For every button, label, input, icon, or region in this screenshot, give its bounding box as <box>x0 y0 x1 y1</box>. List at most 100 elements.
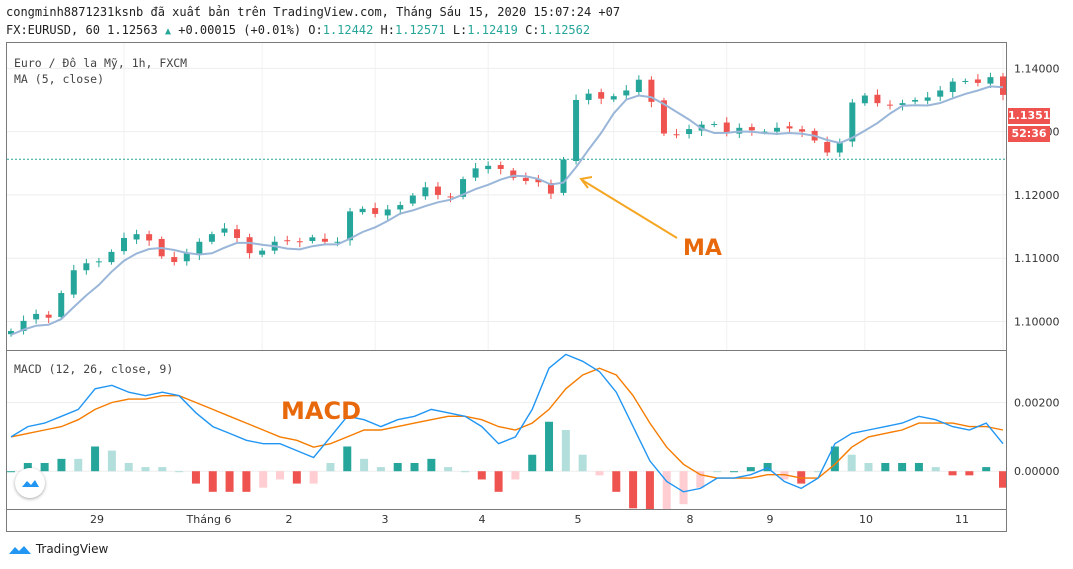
macd-histogram-bar <box>679 471 688 505</box>
candle-body <box>949 81 956 92</box>
candle-body <box>610 96 617 100</box>
time-axis-label: 11 <box>955 513 969 526</box>
candle-body <box>20 320 27 332</box>
candle-body <box>912 99 919 102</box>
ma-line <box>10 85 1004 336</box>
macd-histogram-bar <box>696 471 705 488</box>
macd-histogram-bar <box>477 471 486 480</box>
macd-histogram-bar <box>225 471 234 492</box>
open-value: 1.12442 <box>322 23 374 37</box>
time-axis-label: 2 <box>286 513 293 526</box>
macd-histogram-bar <box>74 458 83 472</box>
low-value: 1.12419 <box>467 23 518 37</box>
last-price-tag: 1.13511 <box>1008 108 1059 124</box>
candle-body <box>121 237 128 252</box>
macd-histogram-bar <box>360 458 369 472</box>
candle-body <box>70 270 77 295</box>
candle-body <box>472 168 479 178</box>
up-arrow-icon: ▲ <box>164 26 171 37</box>
macd-histogram-bar <box>746 467 755 472</box>
macd-histogram-bar <box>410 462 419 472</box>
macd-histogram-bar <box>948 471 957 476</box>
macd-histogram-bar <box>326 462 335 472</box>
macd-histogram-bar <box>612 471 621 492</box>
candle-body <box>296 241 303 243</box>
macd-histogram-bar <box>259 471 268 488</box>
candle-body <box>221 228 228 233</box>
candle-body <box>510 170 517 178</box>
tradingview-logo-button[interactable] <box>15 468 45 498</box>
macd-annotation: MACD <box>281 397 361 425</box>
candle-body <box>422 187 429 197</box>
candle-body <box>133 234 140 240</box>
candle-body <box>673 134 680 136</box>
candle-body <box>573 99 580 161</box>
macd-histogram-bar <box>124 462 133 472</box>
macd-histogram-bar <box>208 471 217 492</box>
tradingview-brand[interactable]: TradingView <box>8 542 108 557</box>
macd-histogram-bar <box>191 471 200 484</box>
macd-histogram-bar <box>292 471 301 484</box>
low-label: L: <box>452 23 468 37</box>
price-chart[interactable] <box>7 43 1006 350</box>
macd-histogram-bar <box>713 471 722 473</box>
candle-body <box>460 179 467 197</box>
candle-body <box>409 195 416 204</box>
macd-histogram-bar <box>460 471 469 473</box>
candle-body <box>497 165 504 169</box>
symbol-label[interactable]: FX:EURUSD, 60 1.12563 <box>6 23 158 37</box>
macd-histogram-bar <box>881 462 890 472</box>
candle-body <box>234 229 241 238</box>
macd-histogram-bar <box>578 454 587 472</box>
time-axis-frame <box>6 509 1007 532</box>
candle-body <box>874 94 881 104</box>
candle-body <box>33 313 40 320</box>
macd-axis-label: 0.00000 <box>1014 465 1060 478</box>
candle-body <box>321 238 328 242</box>
macd-chart[interactable] <box>7 351 1006 509</box>
macd-histogram-bar <box>40 462 49 472</box>
macd-histogram-bar <box>427 458 436 472</box>
macd-histogram-bar <box>23 462 32 472</box>
high-label: H: <box>380 23 395 37</box>
candle-body <box>547 183 554 194</box>
macd-histogram-bar <box>814 471 823 473</box>
macd-histogram-bar <box>545 421 554 472</box>
candle-body <box>434 186 441 195</box>
candle-body <box>372 208 379 214</box>
macd-histogram-bar <box>931 467 940 472</box>
candle-body <box>447 196 454 198</box>
candle-body <box>45 314 52 318</box>
macd-histogram-bar <box>982 467 991 472</box>
candle-body <box>861 95 868 104</box>
time-axis-label: 29 <box>90 513 104 526</box>
macd-histogram-bar <box>561 430 570 472</box>
macd-histogram-bar <box>965 471 974 476</box>
legend-macd: MACD (12, 26, close, 9) <box>14 362 174 376</box>
candle-body <box>987 77 994 84</box>
time-axis-label: Tháng 6 <box>186 513 232 526</box>
time-axis-label: 8 <box>687 513 694 526</box>
ma-annotation: MA <box>683 236 722 261</box>
symbol-info: FX:EURUSD, 60 1.12563 ▲ +0.00015 (+0.01%… <box>6 23 590 37</box>
candle-body <box>359 208 366 213</box>
price-axis-label: 1.10000 <box>1014 316 1060 329</box>
time-axis-label: 10 <box>859 513 873 526</box>
candle-body <box>522 177 529 181</box>
macd-histogram-bar <box>528 454 537 472</box>
candle-body <box>598 92 605 99</box>
annotation-arrow <box>581 179 678 239</box>
price-panel[interactable] <box>6 42 1007 351</box>
macd-histogram-bar <box>343 446 352 472</box>
candle-body <box>334 241 341 243</box>
candle-body <box>686 129 693 135</box>
macd-histogram-bar <box>864 462 873 472</box>
candle-body <box>962 80 969 82</box>
candle-body <box>196 241 203 255</box>
legend-ma: MA (5, close) <box>14 72 105 86</box>
candle-body <box>246 237 253 254</box>
time-axis-label: 4 <box>479 513 486 526</box>
candle-body <box>58 293 65 317</box>
candle-body <box>836 143 843 153</box>
open-label: O: <box>308 23 323 37</box>
